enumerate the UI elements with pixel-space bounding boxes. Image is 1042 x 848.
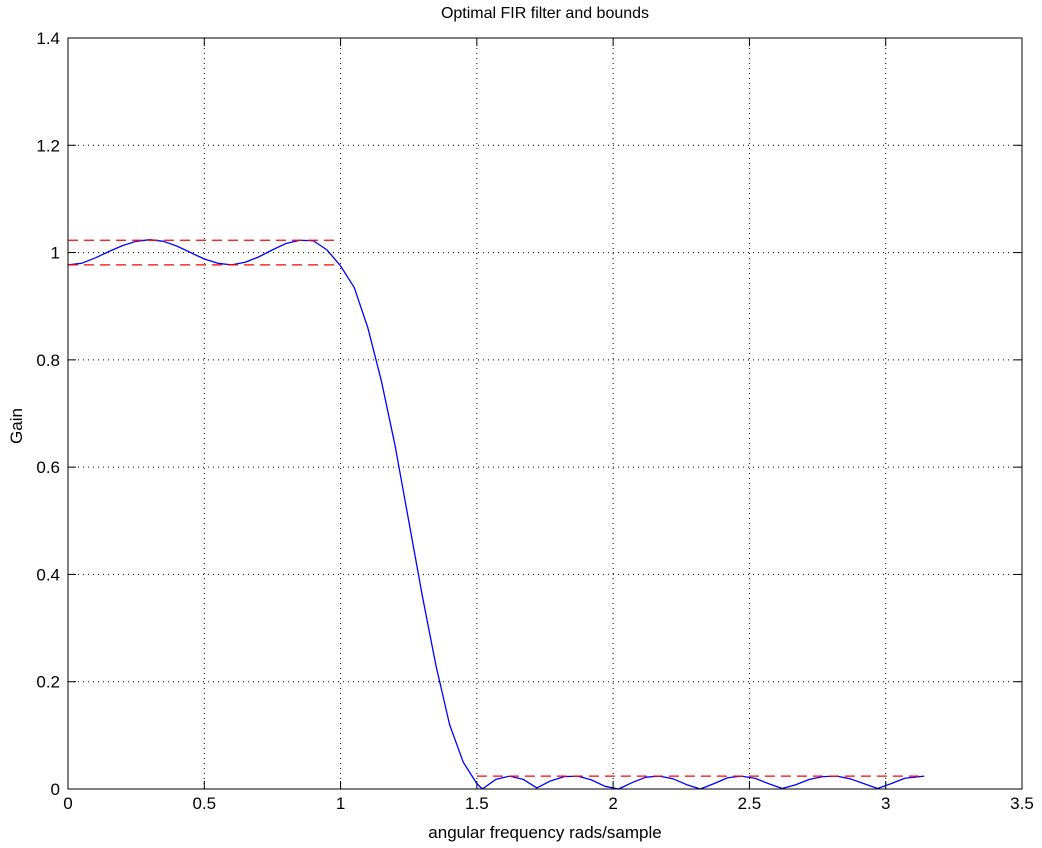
response-line (67, 239, 925, 790)
x-tick-label: 3.5 (1010, 794, 1034, 813)
x-tick-label: 1.5 (465, 794, 489, 813)
x-tick-label: 2 (608, 794, 617, 813)
tick-layer: 0 0.5 1 1.5 2 2.5 3 3.5 0 0.2 0.4 0.6 0.8 1 1.2 1.4 (36, 29, 1033, 813)
y-tick-label: 1.2 (36, 136, 60, 155)
x-tick-label: 2.5 (738, 794, 762, 813)
y-tick-label: 0.6 (36, 458, 60, 477)
x-axis-label: angular frequency rads/sample (428, 823, 661, 842)
x-tick-label: 3 (881, 794, 890, 813)
y-tick-label: 0 (51, 780, 60, 799)
y-tick-label: 0.2 (36, 673, 60, 692)
y-axis-label: Gain (7, 408, 26, 444)
chart-title: Optimal FIR filter and bounds (441, 5, 649, 22)
y-tick-label: 1.4 (36, 29, 60, 48)
y-tick-label: 0.4 (36, 565, 60, 584)
x-tick-label: 0.5 (192, 794, 216, 813)
series-layer (67, 239, 925, 790)
x-tick-label: 1 (336, 794, 345, 813)
axes-box (67, 37, 1023, 790)
x-tick-label: 0 (63, 794, 72, 813)
y-tick-label: 1 (51, 244, 60, 263)
y-tick-label: 0.8 (36, 351, 60, 370)
grid-layer (68, 38, 1022, 789)
